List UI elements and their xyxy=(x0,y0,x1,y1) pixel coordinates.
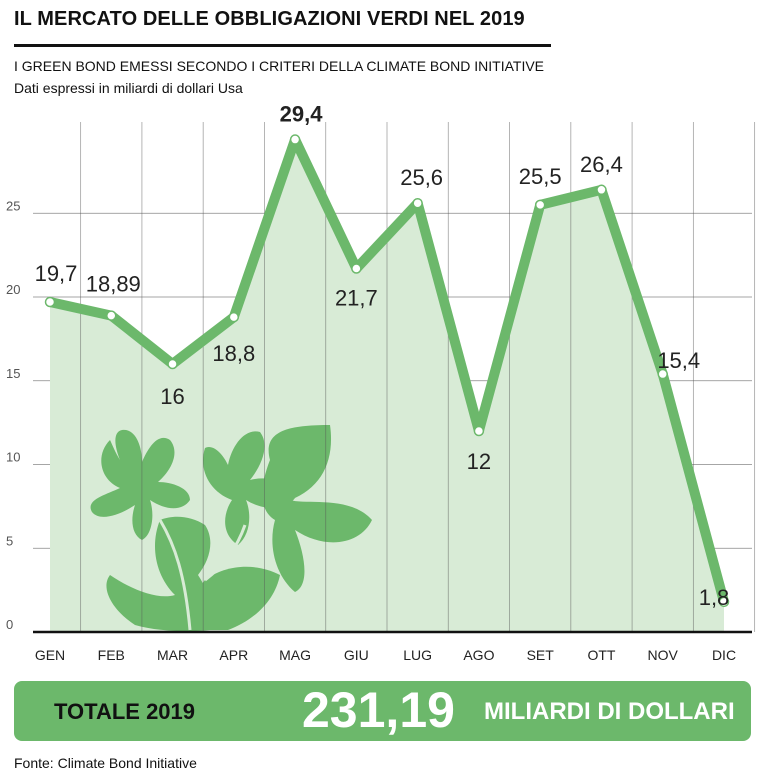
x-tick-label: MAG xyxy=(279,647,311,663)
series-line xyxy=(45,134,729,607)
y-tick-label: 25 xyxy=(6,198,20,213)
total-banner: TOTALE 2019 231,19 MILIARDI DI DOLLARI xyxy=(14,681,751,741)
data-label: 26,4 xyxy=(580,152,623,177)
data-point xyxy=(106,310,117,321)
chart-subtitle: I GREEN BOND EMESSI SECONDO I CRITERI DE… xyxy=(14,58,545,74)
x-tick-label: NOV xyxy=(648,647,679,663)
x-tick-label: APR xyxy=(219,647,248,663)
data-label: 25,5 xyxy=(519,164,562,189)
y-tick-label: 15 xyxy=(6,366,20,381)
data-points xyxy=(44,134,730,608)
series-line-path xyxy=(45,134,729,607)
x-tick-label: GIU xyxy=(344,647,369,663)
x-tick-label: OTT xyxy=(587,647,615,663)
data-label: 16 xyxy=(160,384,184,409)
total-value: 231,19 xyxy=(302,682,455,738)
line-chart: 19,7 18,89 16 18,8 29,4 21,7 25,6 12 25,5 26,4 15,… xyxy=(6,102,756,663)
x-tick-label: SET xyxy=(527,647,555,663)
chart-title: IL MERCATO DELLE OBBLIGAZIONI VERDI NEL … xyxy=(14,8,525,30)
data-point xyxy=(596,184,607,196)
data-point xyxy=(412,197,423,209)
data-point xyxy=(657,368,668,380)
data-label: 15,4 xyxy=(657,348,700,373)
x-tick-label: DIC xyxy=(712,647,736,663)
x-tick-label: MAR xyxy=(157,647,188,663)
y-tick-label: 10 xyxy=(6,450,20,465)
y-tick-label: 5 xyxy=(6,533,13,548)
title-divider xyxy=(14,44,551,47)
data-point xyxy=(44,296,56,308)
leaves-icon xyxy=(90,425,372,632)
data-point xyxy=(167,358,178,370)
x-tick-label: AGO xyxy=(463,647,494,663)
data-point xyxy=(534,199,546,211)
y-axis-ticks: 0 5 10 15 20 25 xyxy=(6,198,20,632)
data-labels: 19,7 18,89 16 18,8 29,4 21,7 25,6 12 25,5 26,4 15,… xyxy=(35,102,730,610)
data-point xyxy=(228,311,240,323)
unit-note: Dati espressi in miliardi di dollari Usa xyxy=(14,80,243,96)
data-label: 18,89 xyxy=(86,272,141,297)
source-note: Fonte: Climate Bond Initiative xyxy=(14,755,197,771)
data-label: 19,7 xyxy=(35,261,78,286)
data-label: 1,8 xyxy=(699,585,730,610)
total-label: TOTALE 2019 xyxy=(54,699,196,724)
data-label: 12 xyxy=(467,449,491,474)
data-point xyxy=(289,134,301,145)
x-tick-label: LUG xyxy=(403,647,432,663)
data-point xyxy=(473,425,485,437)
x-tick-label: GEN xyxy=(35,647,65,663)
y-tick-label: 0 xyxy=(6,617,13,632)
data-label: 29,4 xyxy=(280,102,324,127)
y-tick-label: 20 xyxy=(6,282,20,297)
x-tick-label: FEB xyxy=(98,647,125,663)
data-point xyxy=(351,263,362,274)
x-axis-ticks: GEN FEB MAR APR MAG GIU LUG AGO SET OTT NOV DIC xyxy=(35,647,736,663)
data-label: 18,8 xyxy=(212,341,255,366)
data-label: 21,7 xyxy=(335,286,378,311)
data-point xyxy=(718,596,730,608)
total-unit: MILIARDI DI DOLLARI xyxy=(484,698,735,725)
data-label: 25,6 xyxy=(400,165,443,190)
